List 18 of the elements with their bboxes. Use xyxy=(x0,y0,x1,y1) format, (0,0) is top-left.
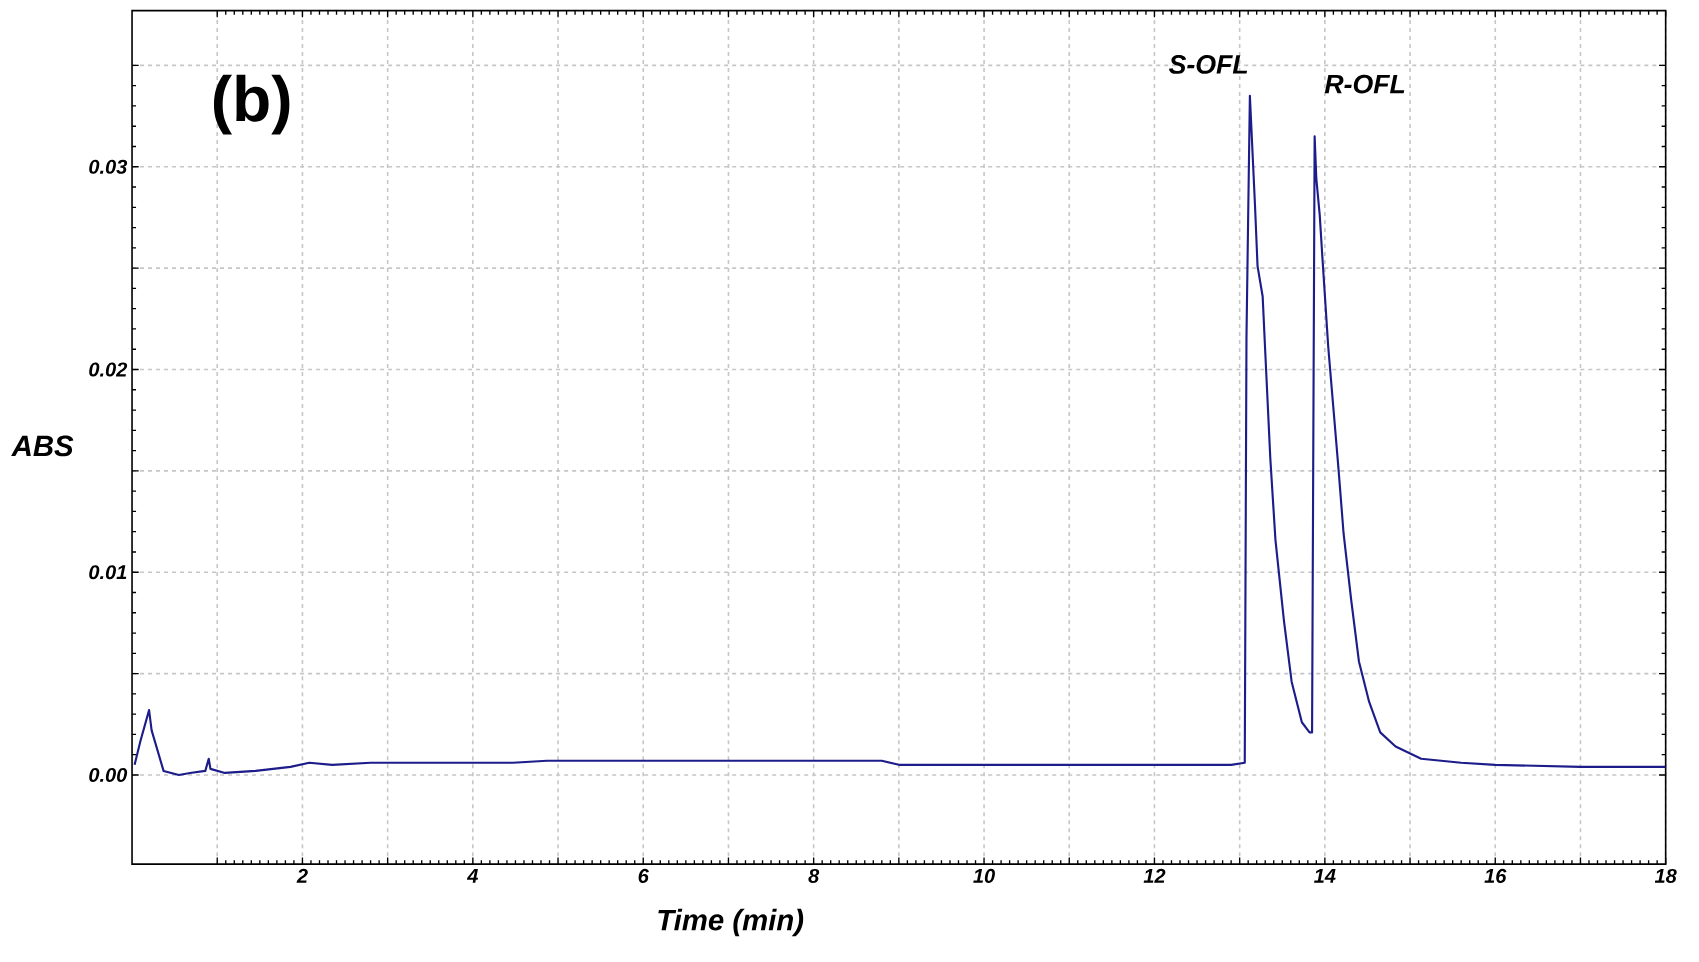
x-tick-label: 8 xyxy=(808,869,820,884)
y-tick-label: 0.02 xyxy=(89,362,128,377)
x-tick-label: 2 xyxy=(296,869,308,884)
x-tick-label: 18 xyxy=(1654,869,1677,884)
x-tick-label: 12 xyxy=(1143,869,1166,884)
annotation: S-OFL xyxy=(1168,55,1248,75)
x-tick-label: 6 xyxy=(638,869,649,884)
x-tick-label: 4 xyxy=(466,869,479,883)
annotation: (b) xyxy=(213,74,290,135)
annotation: R-OFL xyxy=(1324,74,1405,94)
y-tick-label: 0.01 xyxy=(89,565,127,580)
x-tick-label: 10 xyxy=(973,869,995,884)
x-axis-title: Time (min) xyxy=(658,909,804,937)
x-tick-label: 16 xyxy=(1484,869,1507,884)
y-axis-title: ABS xyxy=(11,435,74,457)
y-tick-label: 0.03 xyxy=(89,159,128,175)
x-tick-label: 14 xyxy=(1314,869,1336,883)
y-tick-label: 0.00 xyxy=(89,768,128,783)
